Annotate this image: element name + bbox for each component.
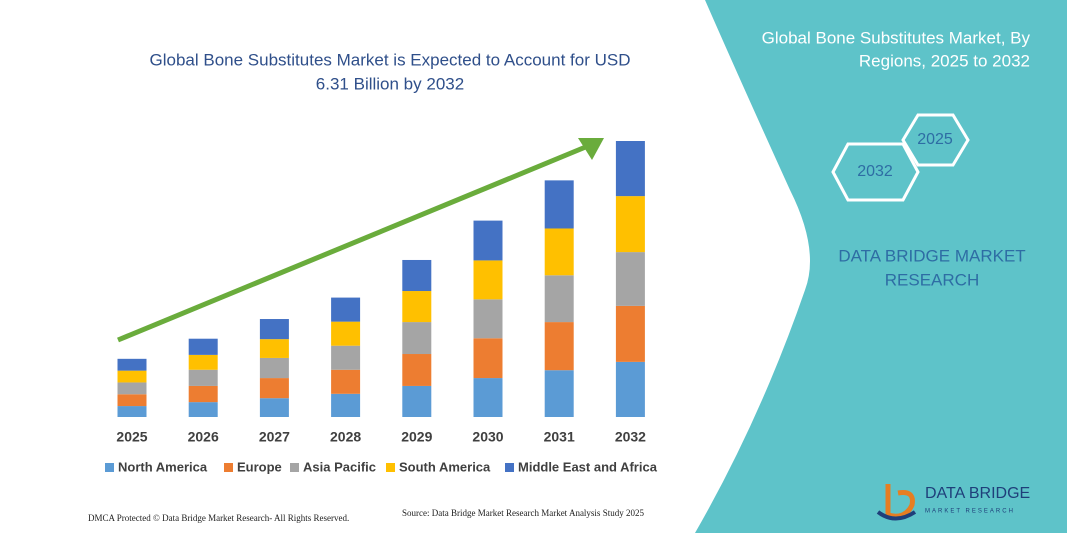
hexagon xyxy=(831,142,920,202)
bar-segment xyxy=(544,180,574,229)
bar-segment xyxy=(544,228,574,276)
legend-swatch xyxy=(386,463,395,472)
legend-label: Europe xyxy=(237,459,282,474)
bar-segment xyxy=(331,345,361,370)
bar-segment xyxy=(259,398,289,417)
logo-mark xyxy=(876,510,917,521)
legend-swatch xyxy=(105,463,114,472)
legend-label: Asia Pacific xyxy=(303,459,376,474)
bar-segment xyxy=(188,402,218,417)
footer-source: Source: Data Bridge Market Research Mark… xyxy=(402,508,644,518)
x-tick-label: 2032 xyxy=(615,429,646,445)
x-tick-label: 2026 xyxy=(188,429,219,445)
side-panel xyxy=(695,0,1067,533)
bar-segment xyxy=(473,220,503,261)
bar-segment xyxy=(473,299,503,339)
bar-segment xyxy=(402,322,432,355)
bar-segment xyxy=(473,378,503,417)
bar-segment xyxy=(331,369,361,394)
logo-subtext: MARKET RESEARCH xyxy=(925,509,1015,515)
bar-segment xyxy=(473,338,503,379)
logo-mark xyxy=(885,484,915,519)
bar-segment xyxy=(259,378,289,399)
legend-swatch xyxy=(290,463,299,472)
bar-segment xyxy=(117,394,147,407)
bar-segment xyxy=(259,319,289,340)
x-tick-label: 2028 xyxy=(330,429,361,445)
legend-swatch xyxy=(224,463,233,472)
bar-segment xyxy=(402,385,432,417)
chart-title: 6.31 Billion by 2032 xyxy=(316,74,464,93)
brand-text: RESEARCH xyxy=(885,270,979,289)
logo-text: DATA BRIDGE xyxy=(925,485,1030,502)
bar-segment xyxy=(331,321,361,346)
x-tick-label: 2030 xyxy=(472,429,503,445)
trend-arrow xyxy=(117,143,589,343)
bar-segment xyxy=(615,196,645,253)
hexagon xyxy=(901,113,970,167)
bar-segment xyxy=(544,275,574,323)
bar-segment xyxy=(615,252,645,306)
footer-left: DMCA Protected © Data Bridge Market Rese… xyxy=(88,513,349,523)
bar-segment xyxy=(544,370,574,417)
bar-segment xyxy=(615,141,645,197)
bar-segment xyxy=(402,259,432,292)
brand-text: DATA BRIDGE MARKET xyxy=(838,246,1025,265)
x-tick-label: 2029 xyxy=(401,429,432,445)
x-tick-label: 2027 xyxy=(259,429,290,445)
bar-segment xyxy=(331,393,361,417)
x-tick-label: 2031 xyxy=(544,429,575,445)
hex-label: 2032 xyxy=(857,163,893,180)
bar-segment xyxy=(188,369,218,386)
bar-segment xyxy=(117,358,147,371)
bar-segment xyxy=(473,260,503,300)
bar-segment xyxy=(188,354,218,370)
trend-arrowhead xyxy=(578,138,604,160)
panel-title: Regions, 2025 to 2032 xyxy=(859,51,1030,70)
x-tick-label: 2025 xyxy=(116,429,147,445)
bar-segment xyxy=(402,291,432,323)
bar-segment xyxy=(615,305,645,362)
bar-segment xyxy=(188,385,218,403)
bar-segment xyxy=(331,297,361,322)
bar-segment xyxy=(117,382,147,395)
bar-segment xyxy=(117,370,147,383)
bar-segment xyxy=(615,361,645,417)
bar-segment xyxy=(544,322,574,371)
legend-label: South America xyxy=(399,459,491,474)
legend-swatch xyxy=(505,463,514,472)
panel-title: Global Bone Substitutes Market, By xyxy=(762,28,1031,47)
hex-label: 2025 xyxy=(917,131,953,148)
bar-segment xyxy=(259,357,289,379)
bar-segment xyxy=(402,354,432,386)
bar-segment xyxy=(259,339,289,358)
legend-label: Middle East and Africa xyxy=(518,459,658,474)
chart-title: Global Bone Substitutes Market is Expect… xyxy=(150,50,631,69)
legend-label: North America xyxy=(118,459,208,474)
bar-segment xyxy=(117,406,147,417)
bar-segment xyxy=(188,338,218,355)
